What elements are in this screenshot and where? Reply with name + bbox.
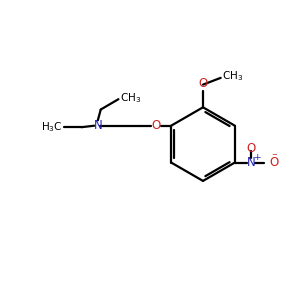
Text: O: O bbox=[246, 142, 256, 155]
Text: O: O bbox=[270, 156, 279, 169]
Text: O: O bbox=[198, 76, 208, 90]
Text: $^-$: $^-$ bbox=[270, 152, 279, 162]
Text: +: + bbox=[253, 153, 260, 162]
Text: O: O bbox=[151, 119, 160, 132]
Text: N: N bbox=[247, 156, 255, 169]
Text: N: N bbox=[93, 119, 102, 132]
Text: CH$_3$: CH$_3$ bbox=[222, 70, 243, 83]
Text: CH$_3$: CH$_3$ bbox=[120, 91, 141, 105]
Text: H$_3$C: H$_3$C bbox=[41, 120, 62, 134]
